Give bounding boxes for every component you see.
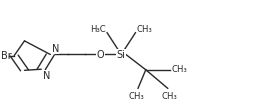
Text: N: N <box>52 44 59 54</box>
Text: CH₃: CH₃ <box>137 25 152 34</box>
Text: Si: Si <box>117 49 126 60</box>
Text: N: N <box>43 71 50 81</box>
Text: H₃C: H₃C <box>90 25 106 34</box>
Text: CH₃: CH₃ <box>129 92 145 101</box>
Text: Br: Br <box>1 51 12 61</box>
Text: O: O <box>97 49 104 60</box>
Text: CH₃: CH₃ <box>172 65 187 74</box>
Text: CH₃: CH₃ <box>161 92 177 101</box>
